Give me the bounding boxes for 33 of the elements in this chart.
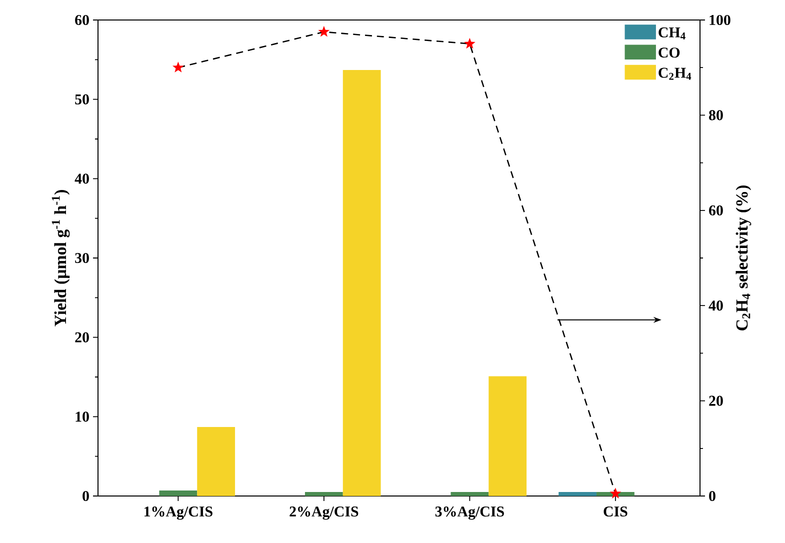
point: [610, 488, 622, 498]
y2-tick-label: 20: [709, 396, 723, 406]
y-tick-label: 60: [75, 14, 89, 26]
y-axis-title: Yield (μmol g$^{-1}$ h$^{-1}$): [52, 190, 70, 326]
legend-label: C$_{2}$H$_{4}$: [658, 68, 692, 80]
y2-tick-label: 80: [709, 110, 723, 120]
y2-tick-label: 0: [709, 490, 716, 502]
point: [172, 62, 184, 72]
point: [318, 26, 330, 37]
bar: [558, 492, 597, 496]
x-tick-label: 1%Ag/CIS: [144, 506, 212, 520]
bar: [342, 70, 381, 496]
y-tick-label: 50: [75, 94, 89, 104]
y-tick-label: 20: [75, 332, 89, 342]
bar: [488, 376, 527, 496]
bar: [450, 492, 489, 496]
y2-axis-title: C$_{2}$H$_{4}$ selectivity (%): [736, 186, 752, 330]
point: [464, 38, 476, 49]
x-tick-label: CIS: [604, 506, 628, 517]
bar: [197, 426, 236, 496]
y-tick-label: 0: [82, 490, 89, 502]
bar: [304, 492, 343, 496]
x-tick-label: 3%Ag/CIS: [435, 506, 504, 520]
legend-label: CO: [658, 48, 680, 58]
y-tick-label: 30: [75, 252, 89, 264]
y2-tick-label: 100: [710, 14, 730, 26]
x-tick-label: 2%Ag/CIS: [290, 506, 358, 520]
y2-tick-label: 40: [708, 300, 723, 311]
bar: [159, 490, 198, 496]
y-tick-label: 40: [74, 174, 89, 184]
y2-tick-label: 60: [709, 205, 723, 216]
y-tick-label: 10: [76, 412, 89, 422]
legend-label: CH$_{4}$: [658, 27, 686, 40]
